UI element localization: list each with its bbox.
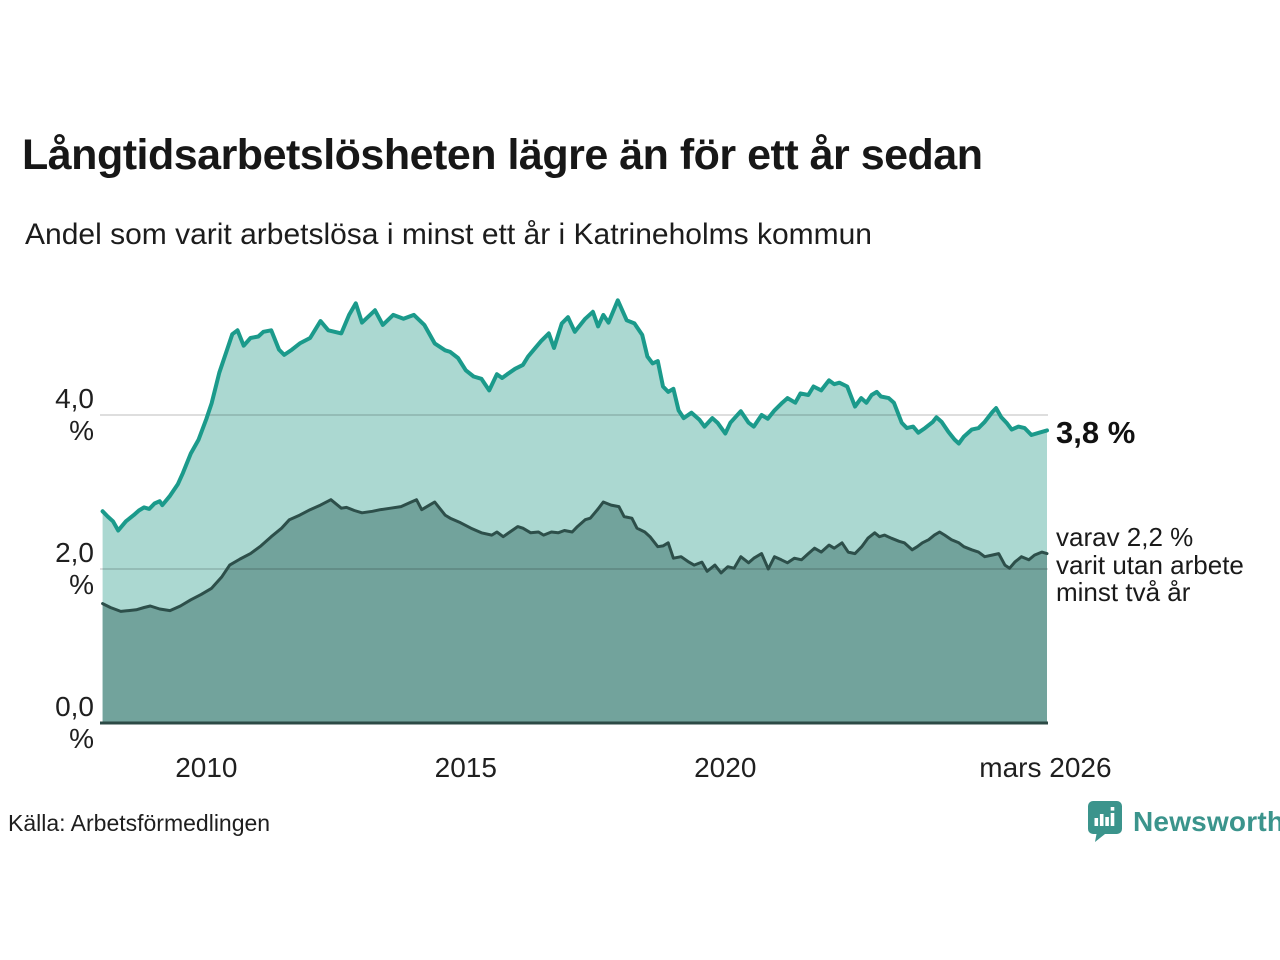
- x-axis-tick-label: 2020: [694, 752, 757, 783]
- latest-value-label: 3,8 %: [1056, 415, 1136, 450]
- series-line: [100, 298, 1049, 533]
- secondary-annotation-line: varit utan arbete: [1056, 549, 1244, 580]
- newsworthy-logo: Newsworthy: [1088, 801, 1280, 842]
- logo-bubble: [1088, 801, 1122, 842]
- brand-name: Newsworthy: [1133, 805, 1280, 837]
- area-fill: [102, 499, 1048, 723]
- page-subtitle: Andel som varit arbetslösa i minst ett å…: [25, 218, 872, 251]
- x-axis-tick-label: 2010: [175, 752, 238, 783]
- unemployment-area-chart: [100, 298, 1049, 725]
- page-title: Långtidsarbetslösheten lägre än för ett …: [22, 131, 983, 179]
- logo-bars-icon: [1094, 807, 1115, 826]
- secondary-annotation-line: varav 2,2 %: [1056, 522, 1194, 552]
- source-note: Källa: Arbetsförmedlingen: [8, 810, 271, 836]
- series-line: [101, 498, 1049, 613]
- x-axis-tick-label: mars 2026: [979, 752, 1112, 783]
- secondary-annotation: varav 2,2 % varit utan arbete minst två …: [1056, 522, 1244, 607]
- newsworthy-logo-icon: [1088, 801, 1122, 842]
- x-axis-tick-label: 2015: [434, 752, 497, 783]
- secondary-annotation-line: minst två år: [1056, 577, 1191, 607]
